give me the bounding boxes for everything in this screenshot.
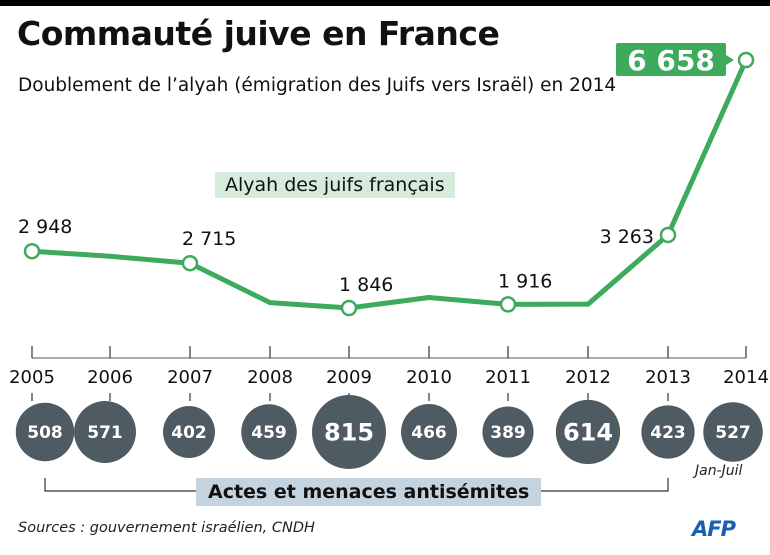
data-point-marker bbox=[499, 296, 517, 313]
bracket-left bbox=[44, 478, 196, 492]
data-label: 3 263 bbox=[600, 226, 654, 248]
bubble-value-label: 508 bbox=[27, 423, 63, 443]
bubble-value-label: 614 bbox=[563, 419, 613, 447]
bubble-value-label: 815 bbox=[324, 419, 374, 447]
source-note: Sources : gouvernement israélien, CNDH bbox=[18, 520, 315, 536]
bubble-value-label: 389 bbox=[490, 423, 526, 443]
jan-juil-note: Jan-Juil bbox=[695, 463, 743, 479]
bubble-value-label: 571 bbox=[87, 423, 123, 443]
data-label: 2 715 bbox=[182, 228, 236, 250]
bubble-2013 bbox=[641, 405, 695, 459]
data-label: 2 948 bbox=[18, 216, 72, 238]
bubble-2006 bbox=[74, 401, 136, 463]
year-tick-label: 2013 bbox=[645, 367, 691, 388]
year-tick-label: 2014 bbox=[723, 367, 769, 388]
year-tick-label: 2007 bbox=[167, 367, 213, 388]
afp-logo: AFP bbox=[692, 517, 736, 541]
data-label: 1 916 bbox=[498, 270, 552, 292]
bubble-2012 bbox=[555, 399, 621, 465]
data-point-marker bbox=[737, 51, 755, 69]
bubble-value-label: 459 bbox=[251, 423, 287, 443]
bubble-2009 bbox=[312, 395, 386, 469]
chart-subtitle: Doublement de l’alyah (émigration des Ju… bbox=[18, 75, 617, 96]
year-tick-label: 2009 bbox=[326, 367, 372, 388]
top-bar bbox=[0, 0, 770, 6]
data-point-marker bbox=[340, 299, 358, 317]
data-point-marker bbox=[181, 254, 199, 272]
data-label-highlight: 6 658 bbox=[627, 44, 715, 77]
data-point-marker bbox=[659, 226, 677, 244]
bubble-value-label: 423 bbox=[650, 423, 686, 443]
bubble-2011 bbox=[482, 406, 534, 458]
bubble-2014 bbox=[703, 402, 763, 462]
data-point-marker bbox=[23, 242, 41, 260]
year-tick-label: 2012 bbox=[565, 367, 611, 388]
bubble-series-label: Actes et menaces antisémites bbox=[196, 478, 542, 506]
year-tick-label: 2008 bbox=[247, 367, 293, 388]
bubble-2008 bbox=[241, 404, 297, 460]
highlight-box bbox=[616, 43, 726, 76]
chart-title: Commauté juive en France bbox=[17, 14, 500, 53]
bubble-2010 bbox=[401, 404, 457, 460]
bracket-right bbox=[533, 478, 669, 492]
year-tick-label: 2006 bbox=[87, 367, 133, 388]
bubble-value-label: 527 bbox=[715, 423, 751, 443]
year-tick-label: 2011 bbox=[485, 367, 531, 388]
alyah-line bbox=[31, 58, 749, 311]
bubble-value-label: 402 bbox=[171, 423, 207, 443]
year-tick-label: 2005 bbox=[9, 367, 55, 388]
bubble-2007 bbox=[163, 406, 215, 458]
line-series-label: Alyah des juifs français bbox=[215, 172, 455, 198]
year-tick-label: 2010 bbox=[406, 367, 452, 388]
data-label: 1 846 bbox=[339, 274, 393, 296]
bubble-2005 bbox=[15, 402, 75, 462]
highlight-pointer bbox=[726, 55, 734, 65]
bubble-value-label: 466 bbox=[411, 423, 447, 443]
